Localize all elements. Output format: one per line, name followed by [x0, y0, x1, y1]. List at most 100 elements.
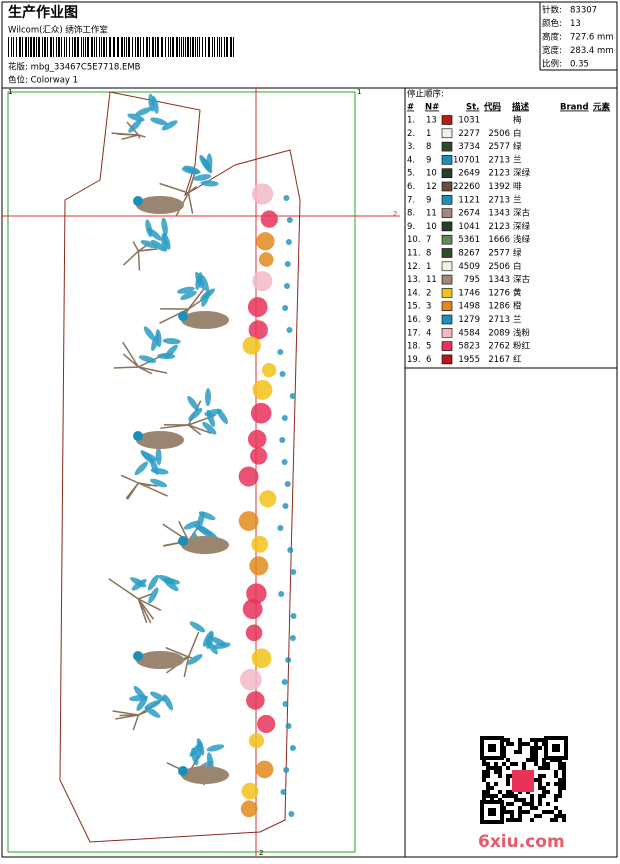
code: 2577	[488, 249, 510, 259]
code: 2577	[488, 142, 510, 152]
flower	[286, 723, 292, 729]
qr-cell	[498, 766, 502, 770]
qr-cell	[554, 794, 558, 798]
code: 2167	[488, 355, 510, 365]
qr-cell	[510, 810, 514, 814]
qr-cell	[486, 786, 490, 790]
stitches: 1498	[458, 302, 480, 312]
code: 1666	[488, 235, 510, 245]
qr-cell	[538, 738, 542, 742]
bar	[181, 37, 182, 57]
qr-cell	[510, 814, 514, 818]
qr-cell	[546, 802, 550, 806]
qr-cell	[562, 818, 566, 822]
qr-cell	[486, 770, 490, 774]
bar	[233, 37, 234, 57]
qr-cell	[490, 766, 494, 770]
info-label: 高度:	[542, 32, 562, 43]
bird-head	[178, 766, 188, 776]
qr-cell	[514, 750, 518, 754]
flower	[291, 613, 297, 619]
qr-cell	[510, 762, 514, 766]
bar	[128, 37, 130, 57]
qr-cell	[538, 766, 542, 770]
qr-cell	[554, 782, 558, 786]
qr-cell	[530, 798, 534, 802]
row-number: 5.	[407, 169, 415, 179]
row-number: 16.	[407, 315, 421, 325]
flower	[246, 691, 265, 710]
row-number: 17.	[407, 328, 421, 338]
flower	[251, 403, 272, 424]
qr-cell	[518, 746, 522, 750]
flower	[282, 415, 288, 421]
qr-cell	[558, 786, 562, 790]
info-label: 针数:	[542, 5, 562, 16]
column-header: 描述	[512, 102, 530, 113]
code: 2089	[488, 328, 510, 338]
bar	[195, 37, 196, 57]
qr-finder	[488, 808, 496, 816]
qr-cell	[538, 786, 542, 790]
needle: 11	[426, 275, 437, 285]
column-header: 代码	[483, 102, 502, 113]
bar	[22, 37, 23, 57]
flower	[256, 761, 274, 779]
qr-cell	[558, 810, 562, 814]
design-file: 花版: mbg_33467C5E7718.EMB	[8, 62, 141, 73]
bar	[85, 37, 86, 57]
stitches: 1041	[458, 222, 480, 232]
qr-cell	[518, 742, 522, 746]
qr-cell	[538, 814, 542, 818]
qr-cell	[506, 818, 510, 822]
qr-cell	[494, 766, 498, 770]
flower	[282, 459, 288, 465]
color-swatch	[442, 342, 452, 351]
qr-cell	[542, 794, 546, 798]
color-swatch	[442, 288, 452, 297]
qr-cell	[490, 786, 494, 790]
bird	[136, 196, 184, 214]
bar	[205, 37, 206, 57]
color-swatch	[442, 155, 452, 164]
bar	[135, 37, 136, 57]
bird	[181, 311, 229, 329]
qr-cell	[498, 790, 502, 794]
stitches: 795	[464, 275, 480, 285]
bar	[226, 37, 228, 57]
flower	[252, 271, 272, 291]
bar	[8, 37, 9, 57]
bar	[230, 37, 232, 57]
flower	[259, 252, 274, 267]
qr-cell	[502, 762, 506, 766]
flower	[284, 283, 290, 289]
column-header: St.	[466, 103, 479, 113]
flower	[277, 525, 283, 531]
row-number: 8.	[407, 209, 415, 219]
bar	[96, 37, 97, 57]
qr-cell	[506, 738, 510, 742]
flower	[290, 745, 296, 751]
flower	[282, 679, 288, 685]
qr-cell	[562, 786, 566, 790]
row-number: 11.	[407, 249, 421, 259]
qr-cell	[530, 802, 534, 806]
flower	[282, 701, 288, 707]
qr-cell	[510, 742, 514, 746]
qr-cell	[530, 750, 534, 754]
bar	[50, 37, 52, 57]
stitches: 5361	[458, 235, 480, 245]
bar	[77, 37, 79, 57]
qr-cell	[482, 774, 486, 778]
bar	[157, 37, 159, 57]
bar	[47, 37, 48, 57]
color-swatch	[442, 169, 452, 178]
qr-cell	[518, 810, 522, 814]
qr-cell	[546, 782, 550, 786]
row-number: 7.	[407, 195, 415, 205]
color-swatch	[442, 195, 452, 204]
row-number: 4.	[407, 155, 415, 165]
info-label: 颜色:	[542, 18, 562, 29]
qr-cell	[562, 770, 566, 774]
